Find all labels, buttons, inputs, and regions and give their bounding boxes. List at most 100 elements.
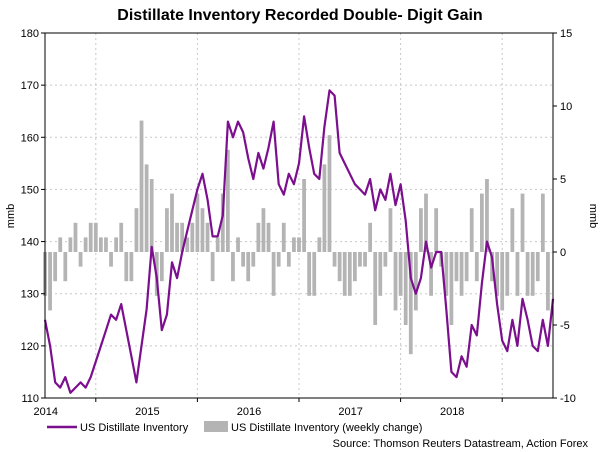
weekly-change-bar [408,252,413,355]
weekly-change-bar [464,252,469,282]
weekly-change-bar [454,252,459,282]
weekly-change-bar [78,252,83,267]
weekly-change-bar [363,252,367,267]
weekly-change-bar [134,208,139,252]
weekly-change-bar [479,193,484,252]
weekly-change-bar [129,252,134,282]
legend-label-weekly-change: US Distillate Inventory (weekly change) [231,422,422,434]
y-left-tick-label: 160 [21,132,39,144]
weekly-change-bar [271,252,276,296]
weekly-change-bar [352,252,357,282]
weekly-change-bar [170,193,174,252]
weekly-change-bar [149,179,154,252]
weekly-change-bar [93,222,98,252]
weekly-change-bar [276,252,281,267]
weekly-change-bar [520,193,525,252]
weekly-change-bar [236,237,240,252]
weekly-change-bar [469,208,474,252]
weekly-change-bar [261,208,266,252]
y-left-tick-label: 130 [21,289,39,301]
weekly-change-bar [307,252,312,296]
weekly-change-bar [246,252,251,282]
legend-bar-swatch [204,421,228,432]
weekly-change-bar [378,252,383,296]
weekly-change-bar [358,252,362,267]
y-left-tick-label: 170 [21,80,39,92]
weekly-change-bar [505,252,510,296]
y-right-tick-label: -10 [560,393,576,405]
weekly-change-bar [220,193,225,252]
weekly-change-bar [281,222,286,252]
weekly-change-bar [413,252,418,311]
weekly-change-bar [297,237,301,252]
weekly-change-bar [104,237,108,252]
x-tick-label: 2015 [135,406,159,418]
grid [45,33,553,398]
weekly-change-bar [312,252,317,296]
weekly-change-bar [185,237,190,252]
y-left-tick-label: 180 [21,28,39,40]
weekly-change-bar [546,252,550,311]
weekly-change-bar [215,237,220,252]
weekly-change-bar [424,193,428,252]
weekly-change-bar [474,252,479,282]
weekly-change-bar [383,252,388,267]
y-left-tick-label: 120 [21,341,39,353]
weekly-change-bar [292,237,296,252]
weekly-change-bar [286,252,291,267]
weekly-change-bar [266,222,271,252]
legend: US Distillate Inventory US Distillate In… [47,421,422,434]
weekly-change-bar [109,252,113,267]
y-left-tick-label: 150 [21,184,39,196]
weekly-change-bar [332,252,337,267]
weekly-change-bar [322,164,327,252]
weekly-change-bar [180,222,185,252]
weekly-change-bar [114,237,119,252]
weekly-change-bar [58,237,63,252]
weekly-change-bar [53,252,58,282]
weekly-change-bar [429,252,433,296]
weekly-change-bar [231,252,235,282]
weekly-change-bar [393,252,398,311]
weekly-change-bar [144,164,149,252]
weekly-change-bar [515,252,520,296]
x-tick-label: 2016 [237,406,261,418]
inventory-line-layer [43,89,555,394]
weekly-change-bar [485,179,489,252]
weekly-change-bar [200,208,205,252]
weekly-change-bar [68,237,73,252]
weekly-change-bar [48,252,52,311]
weekly-change-bar [347,252,352,296]
weekly-change-bar [500,252,505,311]
weekly-change-bar [73,222,78,252]
weekly-change-bars [43,120,555,355]
x-tick-label: 2017 [338,406,362,418]
weekly-change-bar [535,252,540,282]
y-left-tick-label: 140 [21,237,39,249]
weekly-change-bar [225,149,230,252]
y-right-tick-label: 15 [560,28,572,40]
weekly-change-bar [124,252,129,282]
weekly-change-bar [342,252,347,296]
weekly-change-bar [337,252,342,282]
weekly-change-bar [373,252,378,325]
y-right-tick-label: 10 [560,101,572,113]
weekly-change-bar [88,222,93,252]
weekly-change-bar [302,179,306,252]
y-axis-right-label: mmb [587,204,599,228]
weekly-change-bar [540,193,545,252]
weekly-change-bar [459,252,464,296]
weekly-change-bar [190,222,195,252]
y-right-tick-label: 5 [560,174,566,186]
y-axis-left: 110 120 130 140 150 160 170 180 [21,28,45,405]
weekly-change-bar [175,222,179,252]
weekly-change-bar [139,120,144,252]
legend-label-inventory: US Distillate Inventory [80,422,189,434]
weekly-change-bar [195,193,200,252]
weekly-change-bar [256,222,261,252]
weekly-change-bar [495,252,500,296]
weekly-change-bar [525,252,530,296]
weekly-change-bar [434,208,439,252]
weekly-change-bar [398,252,403,296]
